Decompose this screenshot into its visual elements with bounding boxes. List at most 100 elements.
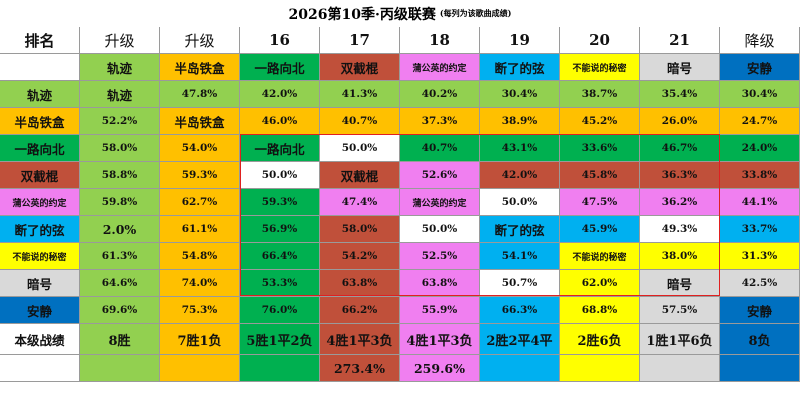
row-header: 暗号 — [0, 270, 80, 297]
record-cell: 4胜1平3负 — [320, 324, 400, 355]
result-cell: 58.0% — [320, 216, 400, 243]
result-cell: 74.0% — [160, 270, 240, 297]
page-title: 2026第10季·丙级联赛 (每列为该歌曲成绩) — [0, 0, 800, 27]
result-cell: 47.4% — [320, 189, 400, 216]
table-row: 蒲公英的约定 59.8% 62.7% 59.3% 47.4% 蒲公英的约定 50.0% 47.… — [0, 189, 800, 216]
result-cell: 一路向北 — [240, 135, 320, 162]
result-cell: 50.0% — [480, 189, 560, 216]
result-cell: 54.1% — [480, 243, 560, 270]
record-cell: 5胜1平2负 — [240, 324, 320, 355]
results-table: 排名 升级 升级 16 17 18 19 20 21 降级 轨迹 半岛铁盒 一路向北 双截棍 蒲公英的约定断… — [0, 27, 800, 382]
result-cell: 47.8% — [160, 81, 240, 108]
result-cell: 64.6% — [80, 270, 160, 297]
result-cell: 42.0% — [480, 162, 560, 189]
record-cell: 2胜6负 — [560, 324, 640, 355]
result-cell: 双截棍 — [320, 162, 400, 189]
table-row: 轨迹 轨迹 47.8% 42.0% 41.3% 40.2% 30.4% 38.7% 35.4% 3… — [0, 81, 800, 108]
result-cell: 50.0% — [320, 135, 400, 162]
column-header: 升级 — [160, 27, 240, 54]
team-name-cell: 安静 — [720, 54, 800, 81]
result-cell: 38.0% — [640, 243, 720, 270]
result-cell: 69.6% — [80, 297, 160, 324]
column-header: 17 — [320, 27, 400, 54]
result-cell: 46.0% — [240, 108, 320, 135]
column-header: 降级 — [720, 27, 800, 54]
column-header: 16 — [240, 27, 320, 54]
result-cell: 53.3% — [240, 270, 320, 297]
result-cell: 2.0% — [80, 216, 160, 243]
result-cell: 50.0% — [240, 162, 320, 189]
table-row: 双截棍 58.8% 59.3% 50.0% 双截棍 52.6% 42.0% 45.8% 36.3… — [0, 162, 800, 189]
result-cell: 31.3% — [720, 243, 800, 270]
result-cell: 76.0% — [240, 297, 320, 324]
result-cell: 45.8% — [560, 162, 640, 189]
result-cell: 24.0% — [720, 135, 800, 162]
row-header: 双截棍 — [0, 162, 80, 189]
result-cell: 42.5% — [720, 270, 800, 297]
result-cell: 30.4% — [480, 81, 560, 108]
result-cell: 40.7% — [400, 135, 480, 162]
result-cell: 断了的弦 — [480, 216, 560, 243]
record-cell: 7胜1负 — [160, 324, 240, 355]
result-cell: 暗号 — [640, 270, 720, 297]
team-name-cell: 断了的弦 — [480, 54, 560, 81]
result-cell: 49.3% — [640, 216, 720, 243]
result-cell: 38.7% — [560, 81, 640, 108]
result-cell: 24.7% — [720, 108, 800, 135]
result-cell: 33.7% — [720, 216, 800, 243]
extra-cell — [80, 355, 160, 382]
result-cell: 36.2% — [640, 189, 720, 216]
result-cell: 37.3% — [400, 108, 480, 135]
title-subtitle: (每列为该歌曲成绩) — [439, 8, 512, 18]
result-cell: 61.3% — [80, 243, 160, 270]
table-row: 暗号 64.6% 74.0% 53.3% 63.8% 63.8% 50.7% 62.0% 暗号 4… — [0, 270, 800, 297]
column-header: 21 — [640, 27, 720, 54]
record-cell: 1胜1平6负 — [640, 324, 720, 355]
result-cell: 蒲公英的约定 — [400, 189, 480, 216]
result-cell: 63.8% — [400, 270, 480, 297]
result-cell: 62.0% — [560, 270, 640, 297]
result-cell: 44.1% — [720, 189, 800, 216]
extra-cell: 259.6% — [400, 355, 480, 382]
title-text: 2026第10季·丙级联赛 — [288, 6, 436, 23]
team-name-cell: 半岛铁盒 — [160, 54, 240, 81]
team-name-cell: 双截棍 — [320, 54, 400, 81]
result-cell: 75.3% — [160, 297, 240, 324]
result-cell: 59.3% — [240, 189, 320, 216]
result-cell: 52.5% — [400, 243, 480, 270]
result-cell: 66.3% — [480, 297, 560, 324]
result-cell: 47.5% — [560, 189, 640, 216]
row-header: 不能说的秘密 — [0, 243, 80, 270]
result-cell: 55.9% — [400, 297, 480, 324]
team-name-cell: 蒲公英的约定 — [400, 54, 480, 81]
result-cell: 68.8% — [560, 297, 640, 324]
result-cell: 56.9% — [240, 216, 320, 243]
result-cell: 57.5% — [640, 297, 720, 324]
column-header: 18 — [400, 27, 480, 54]
extra-cell — [240, 355, 320, 382]
result-cell: 54.2% — [320, 243, 400, 270]
result-cell: 59.3% — [160, 162, 240, 189]
result-cell: 58.0% — [80, 135, 160, 162]
record-cell: 4胜1平3负 — [400, 324, 480, 355]
extra-cell — [160, 355, 240, 382]
team-name-cell: 轨迹 — [80, 54, 160, 81]
column-header: 20 — [560, 27, 640, 54]
extra-cell — [480, 355, 560, 382]
record-cell: 8负 — [720, 324, 800, 355]
result-cell: 46.7% — [640, 135, 720, 162]
row-header: 一路向北 — [0, 135, 80, 162]
result-cell: 59.8% — [80, 189, 160, 216]
result-cell: 33.6% — [560, 135, 640, 162]
result-cell: 63.8% — [320, 270, 400, 297]
column-header: 19 — [480, 27, 560, 54]
result-cell: 52.2% — [80, 108, 160, 135]
result-cell: 45.2% — [560, 108, 640, 135]
record-cell: 2胜2平4平 — [480, 324, 560, 355]
extra-label — [0, 355, 80, 382]
result-cell: 40.7% — [320, 108, 400, 135]
table-row: 一路向北 58.0% 54.0% 一路向北 50.0% 40.7% 43.1% 33.6% 46… — [0, 135, 800, 162]
column-header: 排名 — [0, 27, 80, 54]
extra-cell: 273.4% — [320, 355, 400, 382]
record-row: 本级战绩 8胜 7胜1负 5胜1平2负 4胜1平3负 4胜1平3负 2胜2平4平 2胜6负 1胜… — [0, 324, 800, 355]
